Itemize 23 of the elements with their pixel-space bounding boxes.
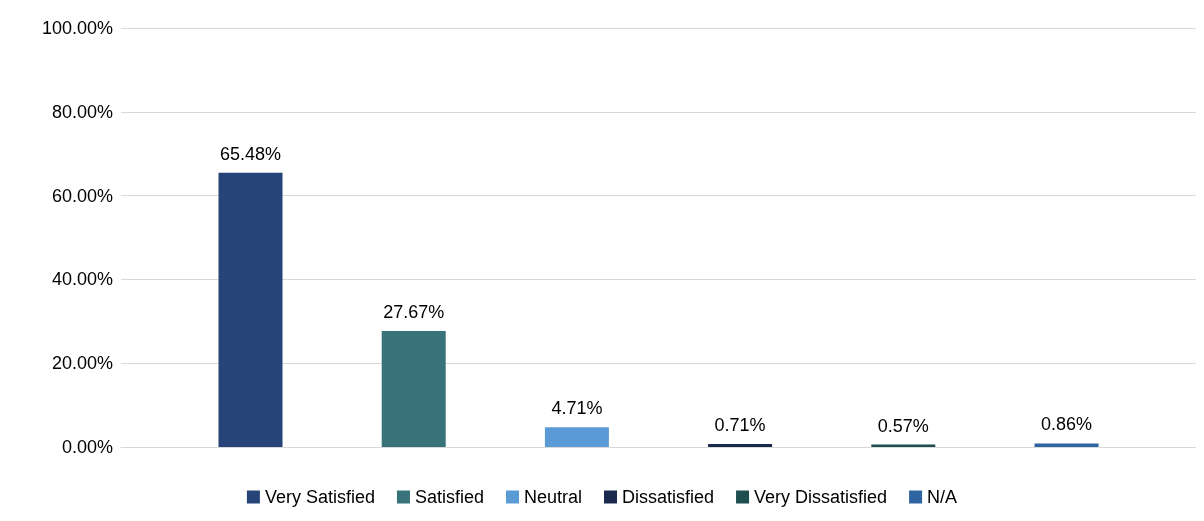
y-tick-label: 80.00% xyxy=(51,101,113,122)
y-tick-label: 100.00% xyxy=(41,18,113,38)
legend-label: Very Dissatisfied xyxy=(754,487,888,507)
y-tick-label: 60.00% xyxy=(51,185,113,206)
legend-label: Satisfied xyxy=(414,487,484,507)
bar xyxy=(544,427,609,447)
y-tick-label: 40.00% xyxy=(51,269,113,290)
data-label: 4.71% xyxy=(551,398,603,419)
legend-label: Neutral xyxy=(523,487,583,507)
bar xyxy=(708,444,773,447)
data-label: 27.67% xyxy=(383,302,445,323)
y-tick-label: 20.00% xyxy=(51,353,113,374)
legend-label: N/A xyxy=(927,487,958,507)
bar xyxy=(1034,443,1099,447)
bar xyxy=(381,331,446,447)
legend-label: Dissatisfied xyxy=(622,487,715,507)
data-label: 0.71% xyxy=(714,415,766,436)
y-tick-label: 0.00% xyxy=(61,437,113,457)
data-label: 0.57% xyxy=(877,415,929,436)
legend-label: Very Satisfied xyxy=(264,487,375,507)
bar xyxy=(218,172,283,447)
data-label: 65.48% xyxy=(219,143,282,164)
data-label: 0.86% xyxy=(1040,414,1093,435)
